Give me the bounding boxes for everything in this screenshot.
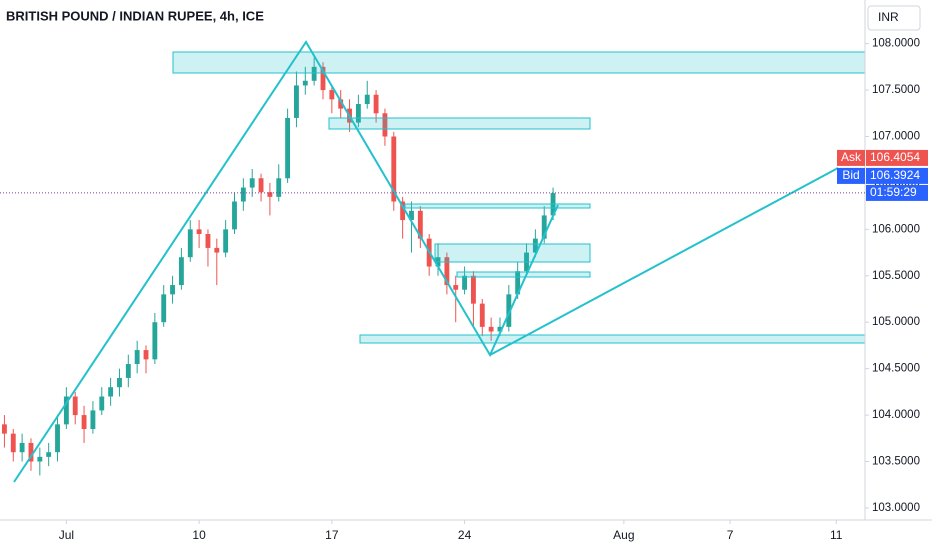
zigzag [13, 40, 559, 483]
candle-body [276, 178, 282, 197]
candle-body [400, 201, 406, 221]
countdown: 01:59:29 [870, 185, 917, 199]
candle-body [232, 201, 237, 230]
candle-body [364, 94, 370, 104]
candle-body [37, 456, 43, 462]
currency-button[interactable] [867, 5, 921, 31]
price-tag-name: Ask [841, 150, 862, 164]
candle-body [125, 364, 131, 378]
candle-body [134, 350, 140, 364]
candle-body [223, 229, 229, 253]
candle-body [214, 247, 220, 253]
y-tick-label: 104.5000 [872, 363, 920, 375]
candle-body [541, 215, 547, 239]
y-tick-label: 104.0000 [872, 409, 920, 421]
candle-body [81, 415, 87, 429]
y-tick-label: 108.0000 [872, 38, 920, 50]
y-tick-label: 105.5000 [872, 270, 920, 282]
candle-body [409, 210, 414, 221]
zone [172, 51, 866, 74]
y-tick-label: 107.5000 [872, 84, 920, 96]
x-tick-label: 17 [325, 528, 339, 542]
zone [359, 334, 866, 344]
candle-body [72, 396, 78, 416]
price-tag-value: 106.3924 [870, 168, 920, 182]
candle-body [152, 322, 158, 360]
candle-body [285, 117, 291, 179]
candle-body [28, 442, 34, 462]
candle-body [382, 113, 388, 137]
drawings [13, 40, 866, 483]
candle-body [311, 66, 317, 81]
x-tick-label: 11 [830, 528, 843, 542]
y-tick-label: 103.0000 [872, 502, 920, 514]
candle-body [117, 377, 122, 388]
countdown-box [866, 184, 928, 201]
price-tag [866, 167, 928, 184]
candle-body [506, 294, 512, 327]
candle-body [90, 410, 96, 429]
candle-body [302, 80, 308, 86]
x-tick-label: 10 [192, 528, 206, 542]
candle-body [294, 85, 299, 118]
candle-body [488, 326, 494, 332]
x-tick-label: Aug [613, 528, 634, 542]
candle-body [187, 229, 193, 258]
candle-body [462, 275, 468, 290]
currency-label[interactable]: INR [878, 10, 899, 24]
candle-body [161, 294, 167, 323]
x-tick-label: 24 [458, 528, 472, 542]
candle-body [205, 234, 211, 248]
candle-body [108, 387, 114, 397]
candle-body [373, 94, 379, 114]
candle-body [19, 442, 25, 453]
candle-body [470, 275, 476, 304]
candle-body [178, 257, 184, 286]
candle-body [515, 271, 521, 295]
y-tick-label: 105.0000 [872, 316, 920, 328]
y-tick-label: 107.0000 [872, 131, 920, 143]
candle-body [46, 452, 52, 457]
candle-body [497, 326, 503, 332]
candle-body [63, 396, 69, 425]
y-tick-label: 106.0000 [872, 223, 920, 235]
price-tag-value: 106.4054 [870, 150, 920, 164]
zone [328, 117, 591, 130]
candle-body [453, 285, 459, 290]
candle-body [240, 187, 246, 202]
candle-body [55, 424, 60, 453]
zone [434, 243, 591, 263]
candle-body [99, 396, 105, 411]
candle-body [417, 210, 423, 239]
candle-body [479, 303, 485, 327]
candle-body [444, 257, 450, 286]
candle-body [196, 229, 202, 234]
candle-body [249, 178, 255, 188]
zone [404, 203, 591, 209]
candle-body [391, 136, 397, 202]
candle-body [355, 104, 361, 123]
candle-body [338, 99, 344, 109]
candle-body [10, 433, 16, 453]
candle-body [170, 285, 175, 295]
price-tag-name: Bid [842, 168, 859, 182]
candle-body [532, 238, 538, 253]
candle-body [329, 90, 335, 100]
trend-line [489, 167, 839, 356]
y-tick-label: 103.5000 [872, 456, 920, 468]
candle-body [143, 350, 149, 360]
candle-body [258, 178, 264, 193]
candle-body [1, 424, 7, 434]
chart-title: BRITISH POUND / INDIAN RUPEE, 4h, ICE [6, 8, 264, 23]
price-tag [866, 149, 928, 166]
x-tick-label: Jul [59, 528, 74, 542]
candle-body [267, 192, 273, 197]
x-tick-label: 7 [727, 528, 734, 542]
candle-body [320, 66, 326, 91]
price-tag [837, 167, 865, 184]
price-tag [837, 149, 865, 166]
zone [456, 271, 591, 278]
